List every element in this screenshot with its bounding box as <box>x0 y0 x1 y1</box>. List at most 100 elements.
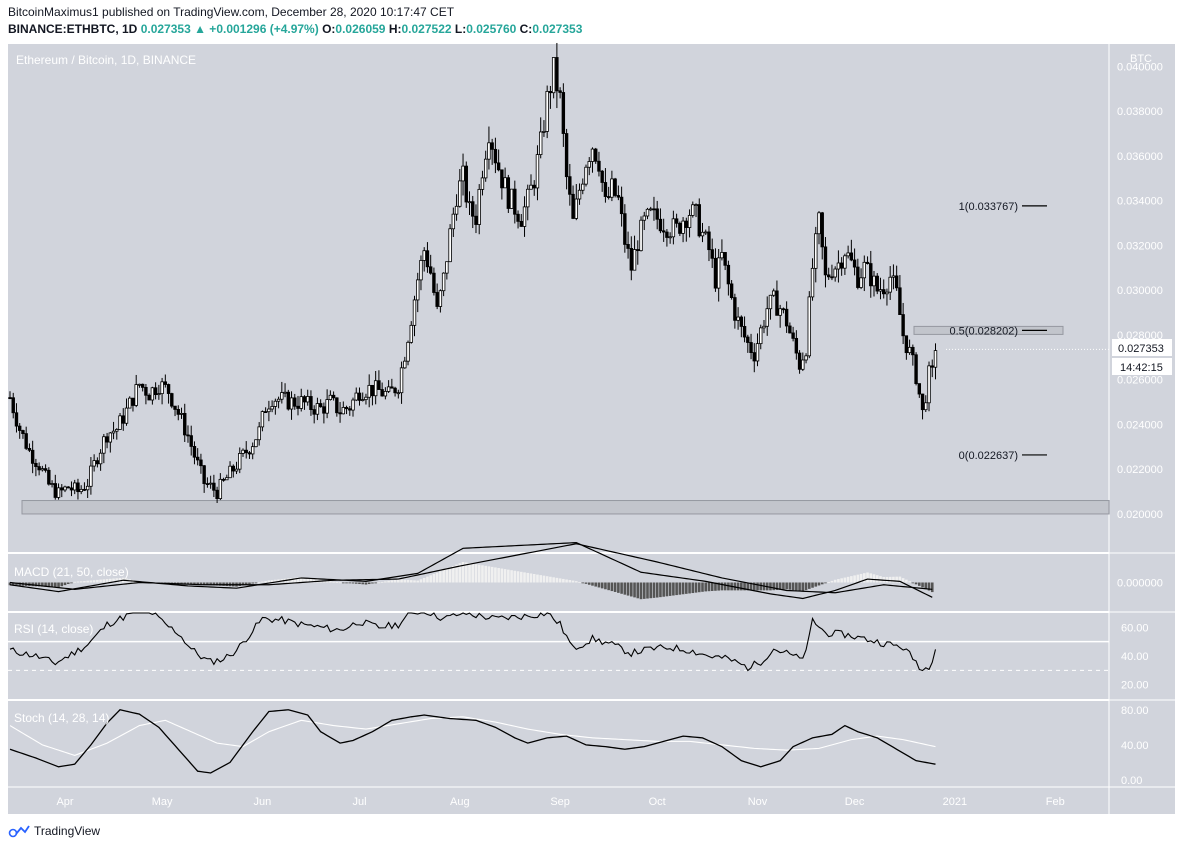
candle-down <box>904 335 909 354</box>
macd-histogram-bar <box>50 582 54 588</box>
candle-down <box>571 193 575 219</box>
macd-histogram-bar <box>89 580 93 583</box>
macd-histogram-bar <box>519 571 523 583</box>
macd-histogram-bar <box>688 582 691 594</box>
candle-up <box>160 381 164 395</box>
candle-down <box>344 407 349 410</box>
macd-histogram-bar <box>875 575 879 583</box>
macd-histogram-bar <box>215 582 219 586</box>
candle-down <box>661 230 666 233</box>
macd-histogram-bar <box>371 582 374 584</box>
macd-histogram-bar <box>70 582 73 584</box>
macd-histogram-bar <box>717 582 720 591</box>
price-tick-label: 0.028000 <box>1117 330 1163 342</box>
macd-histogram-bar <box>814 582 818 587</box>
candle-up <box>716 257 721 289</box>
candle-up <box>545 91 549 132</box>
candle-down <box>729 283 734 298</box>
candle-down <box>348 408 352 411</box>
candle-down <box>603 182 608 197</box>
candle-down <box>752 352 756 362</box>
candle-down <box>882 289 886 295</box>
stoch-d-line <box>9 716 936 756</box>
macd-histogram-bar <box>853 575 856 583</box>
macd-histogram-bar <box>66 582 70 585</box>
macd-histogram-bar <box>406 579 410 583</box>
candle-down <box>626 244 630 249</box>
candle-up <box>254 439 258 448</box>
candle-up <box>50 483 54 485</box>
macd-histogram-bar <box>474 564 478 583</box>
macd-histogram-bar <box>409 580 413 583</box>
macd-histogram-bar <box>490 566 494 583</box>
macd-histogram-bar <box>811 582 814 588</box>
macd-histogram-bar <box>714 582 717 591</box>
candle-up <box>704 231 708 234</box>
candle-up <box>218 478 223 499</box>
macd-histogram-bar <box>380 581 384 583</box>
candle-down <box>616 195 621 198</box>
candle-down <box>500 169 504 189</box>
candle-down <box>490 142 494 150</box>
macd-histogram-bar <box>332 581 335 583</box>
candle-down <box>296 405 300 409</box>
candle-up <box>409 324 413 343</box>
candle-down <box>852 259 857 268</box>
candle-down <box>435 292 439 307</box>
brand-name: TradingView <box>34 824 101 838</box>
stoch-tick-label: 40.00 <box>1121 740 1149 752</box>
candle-down <box>192 446 197 458</box>
candle-down <box>173 405 177 410</box>
candle-down <box>555 57 559 92</box>
macd-histogram-bar <box>468 563 471 583</box>
candle-up <box>581 183 585 191</box>
macd-histogram-bar <box>791 582 795 591</box>
candle-down <box>60 487 64 491</box>
candle-down <box>131 397 135 406</box>
candle-up <box>419 260 423 281</box>
macd-histogram-bar <box>503 569 507 583</box>
macd-histogram-bar <box>749 582 753 591</box>
candle-up <box>445 261 449 274</box>
candle-down <box>865 261 870 264</box>
macd-histogram-bar <box>918 582 921 586</box>
stoch-k-line <box>9 709 936 774</box>
candle-down <box>665 231 669 238</box>
publisher-line: BitcoinMaximus1 published on TradingView… <box>8 5 455 19</box>
candle-up <box>267 408 271 413</box>
macd-histogram-bar <box>532 574 536 583</box>
candle-up <box>691 204 695 216</box>
candle-down <box>30 449 35 464</box>
candle-down <box>600 170 604 183</box>
candle-down <box>564 133 569 178</box>
macd-histogram-bar <box>481 565 484 583</box>
candle-down <box>781 308 786 311</box>
macd-histogram-bar <box>752 582 756 591</box>
candle-up <box>639 219 643 252</box>
candle-down <box>66 486 70 489</box>
candle-down <box>302 396 307 403</box>
macd-histogram-bar <box>591 582 594 586</box>
currency-label: BTC <box>1130 53 1152 65</box>
macd-histogram-bar <box>565 579 568 583</box>
candle-down <box>636 249 640 252</box>
macd-histogram-bar <box>652 582 656 598</box>
macd-histogram-bar <box>513 570 517 583</box>
macd-histogram-bar <box>516 571 520 583</box>
candle-up <box>759 327 763 345</box>
macd-histogram-bar <box>869 573 873 583</box>
macd-histogram-bar <box>11 582 15 586</box>
macd-histogram-bar <box>597 582 601 588</box>
candle-up <box>89 465 93 487</box>
support-zone <box>21 500 1110 515</box>
candle-up <box>817 212 821 235</box>
candle-down <box>153 387 158 396</box>
macd-histogram-bar <box>681 582 685 595</box>
candle-down <box>140 383 145 388</box>
rsi-tick-label: 60.00 <box>1121 622 1149 634</box>
macd-histogram-bar <box>911 582 915 584</box>
candle-up <box>260 411 265 428</box>
candle-up <box>98 452 103 465</box>
macd-histogram-bar <box>338 582 342 584</box>
